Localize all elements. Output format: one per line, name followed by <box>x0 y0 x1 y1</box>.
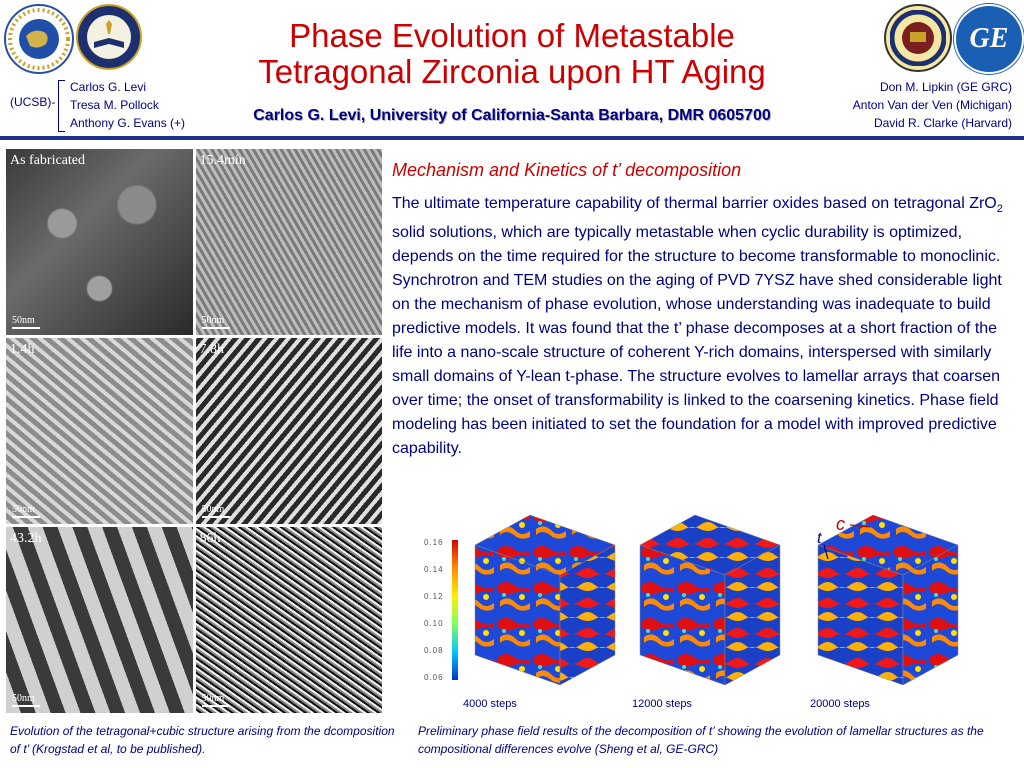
tem-time-label: As fabricated <box>10 153 86 168</box>
colorbar-tick: 0.14 <box>424 565 444 574</box>
scale-bar: 50nm <box>12 693 40 707</box>
colorbar-tick: 0.16 <box>424 538 444 547</box>
left-author-2: Tresa M. Pollock <box>70 98 159 112</box>
tem-panel-15-4min: 15.4min 50nm <box>195 149 382 335</box>
uc-seal-logo <box>76 4 142 70</box>
phase-field-cubes: c t 4000 steps 12000 steps 20000 steps <box>463 514 959 710</box>
cube-12000-steps <box>639 514 781 686</box>
subscript-2: 2 <box>996 203 1003 216</box>
open-book-icon <box>87 15 131 59</box>
tem-panel-as-fabricated: As fabricated 50nm <box>6 149 193 335</box>
annotation-c: c <box>836 514 845 534</box>
nsf-globe-icon <box>8 8 70 70</box>
tem-time-label: 7.8h <box>199 342 225 357</box>
right-author-1: Don M. Lipkin (GE GRC) <box>879 80 1012 94</box>
tem-time-label: 1.4h <box>10 342 35 357</box>
right-author-2: Anton Van der Ven (Michigan) <box>852 98 1012 112</box>
tem-panel-43-2h: 43.2h 50nm <box>6 527 193 713</box>
right-author-3: David R. Clarke (Harvard) <box>873 116 1012 130</box>
umich-seal-logo <box>884 4 952 72</box>
left-author-list: Carlos G. Levi Tresa M. Pollock Anthony … <box>70 78 185 132</box>
scale-bar: 50nm <box>202 315 230 329</box>
tem-time-label: 15.4min <box>199 153 246 168</box>
scale-bar: 50nm <box>202 693 230 707</box>
mechanism-heading: Mechanism and Kinetics of t’ decompositi… <box>392 160 742 180</box>
colorbar-tick: 0.06 <box>424 673 444 682</box>
scale-bar: 50nm <box>12 504 40 518</box>
ucsb-label: (UCSB)- <box>10 95 56 109</box>
slide-subtitle: Carlos G. Levi, University of California… <box>253 107 771 124</box>
tem-panel-7-8h: 7.8h 50nm <box>195 338 382 524</box>
author-bracket <box>58 80 65 132</box>
title-line-2: Tetragonal Zirconia upon HT Aging <box>258 53 766 90</box>
cube-4000-steps <box>474 514 616 686</box>
tem-time-label: 43.2h <box>10 531 42 546</box>
slide-title: Phase Evolution of Metastable Tetragonal… <box>200 18 824 90</box>
seal-emblem-icon <box>890 10 946 66</box>
tem-panel-1-4h: 1.4h 50nm <box>6 338 193 524</box>
ge-logo: GE <box>954 4 1024 74</box>
arrow-c <box>849 524 871 528</box>
left-author-1: Carlos G. Levi <box>70 80 147 94</box>
cube-label-1: 4000 steps <box>463 698 517 710</box>
paragraph-part-2: solid solutions, which are typically met… <box>392 224 1002 458</box>
nsf-logo <box>4 4 74 74</box>
cube-label-3: 20000 steps <box>810 698 870 710</box>
title-line-1: Phase Evolution of Metastable <box>289 17 735 54</box>
scale-bar: 50nm <box>202 504 230 518</box>
annotation-t: t <box>817 530 822 547</box>
tem-panel-86h: 86h 50nm <box>195 527 382 713</box>
colorbar-tick: 0.10 <box>424 619 444 628</box>
colorbar-tick: 0.12 <box>424 592 444 601</box>
paragraph-part-1: The ultimate temperature capability of t… <box>392 195 997 212</box>
phase-field-caption: Preliminary phase field results of the d… <box>418 724 984 756</box>
cube-label-2: 12000 steps <box>632 698 692 710</box>
left-author-3: Anthony G. Evans (+) <box>70 116 186 130</box>
scale-bar: 50nm <box>12 315 40 329</box>
tem-time-label: 86h <box>199 531 221 546</box>
colorbar-tick: 0.08 <box>424 646 444 655</box>
header-divider <box>0 136 1024 140</box>
arrow-t <box>823 544 829 560</box>
mechanism-paragraph: The ultimate temperature capability of t… <box>392 192 1014 461</box>
tem-caption: Evolution of the tetragonal+cubic struct… <box>10 724 395 756</box>
cube-20000-steps <box>817 514 959 686</box>
ge-logo-text: GE <box>969 23 1009 54</box>
colorbar-ticks: 0.16 0.14 0.12 0.10 0.08 0.06 <box>424 538 444 682</box>
right-author-list: Don M. Lipkin (GE GRC) Anton Van der Ven… <box>853 78 1012 132</box>
colorbar <box>452 540 458 680</box>
tem-micrograph-grid: As fabricated 50nm 15.4min 50nm 1.4h 50n… <box>6 149 382 713</box>
